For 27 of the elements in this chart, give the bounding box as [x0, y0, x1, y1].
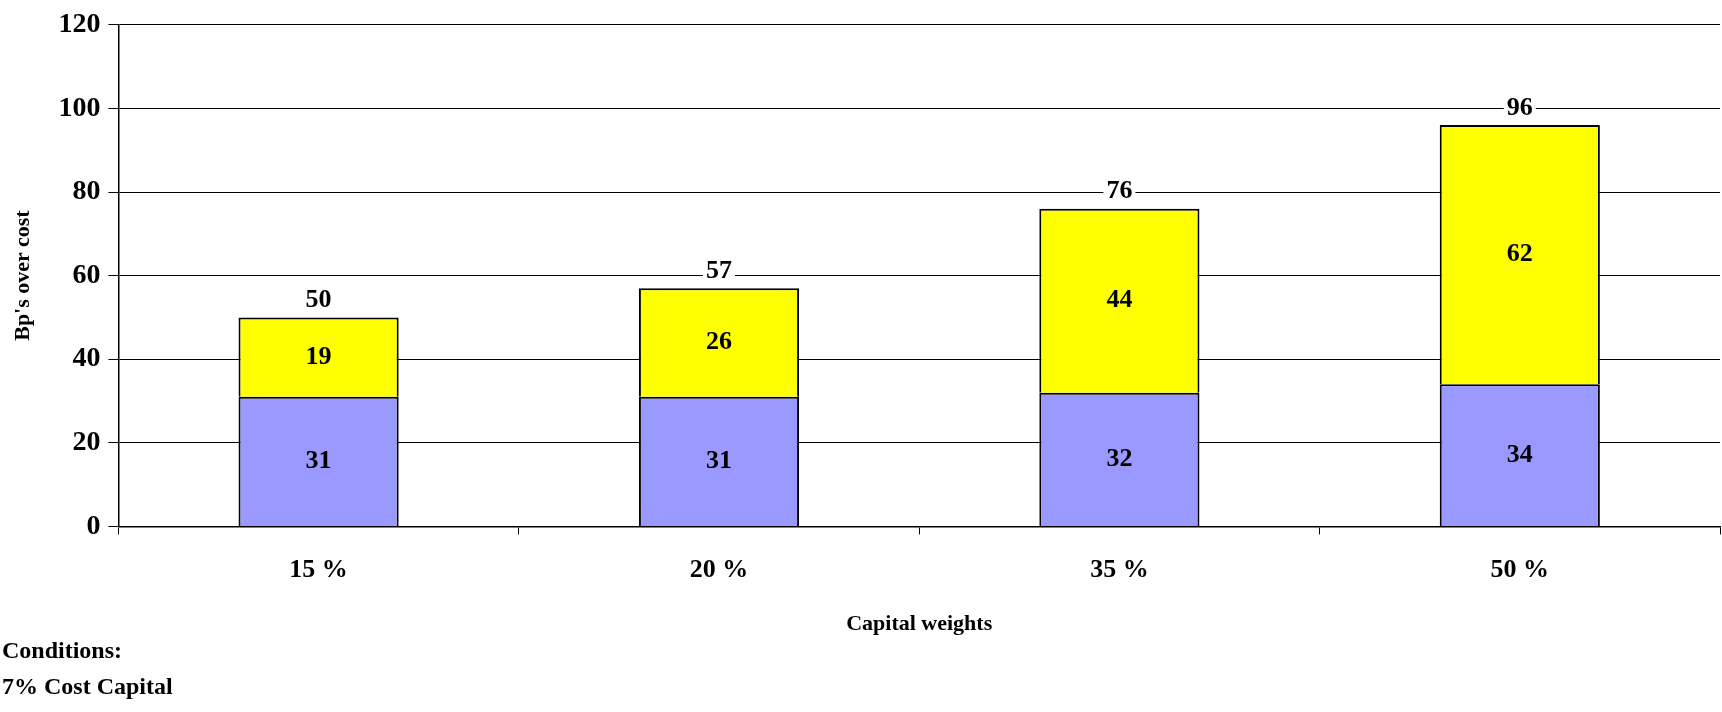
text: 7% Cost Capital — [2, 673, 173, 700]
data-label: 62 — [1506, 238, 1533, 268]
x-tick-label: 15 % — [289, 553, 348, 583]
data-label: 19 — [305, 340, 332, 370]
total-label: 96 — [1506, 91, 1533, 121]
data-label: 31 — [305, 445, 332, 475]
total-label: 50 — [305, 284, 332, 314]
y-axis-title: Bp's over cost — [8, 209, 34, 341]
data-label: 32 — [1106, 442, 1133, 472]
y-tick-label: 120 — [58, 7, 101, 39]
y-tick-label: 40 — [72, 341, 101, 373]
y-tick-label: 60 — [72, 257, 101, 289]
x-tick-label: 35 % — [1090, 553, 1149, 583]
y-tick-label: 20 — [72, 425, 101, 457]
y-tick-label: 0 — [86, 508, 101, 540]
total-label: 57 — [706, 254, 732, 284]
data-label: 34 — [1506, 438, 1533, 468]
data-label: 26 — [706, 326, 732, 356]
total-label: 76 — [1106, 175, 1133, 205]
data-label: 31 — [706, 445, 732, 475]
x-axis-title: Capital weights — [846, 610, 993, 636]
x-tick-label: 50 % — [1490, 553, 1550, 583]
y-tick-label: 100 — [58, 90, 101, 122]
y-tick-label: 80 — [72, 174, 101, 206]
data-label: 44 — [1106, 284, 1133, 314]
text: Conditions: — [2, 637, 123, 664]
x-tick-label: 20 % — [689, 553, 749, 583]
